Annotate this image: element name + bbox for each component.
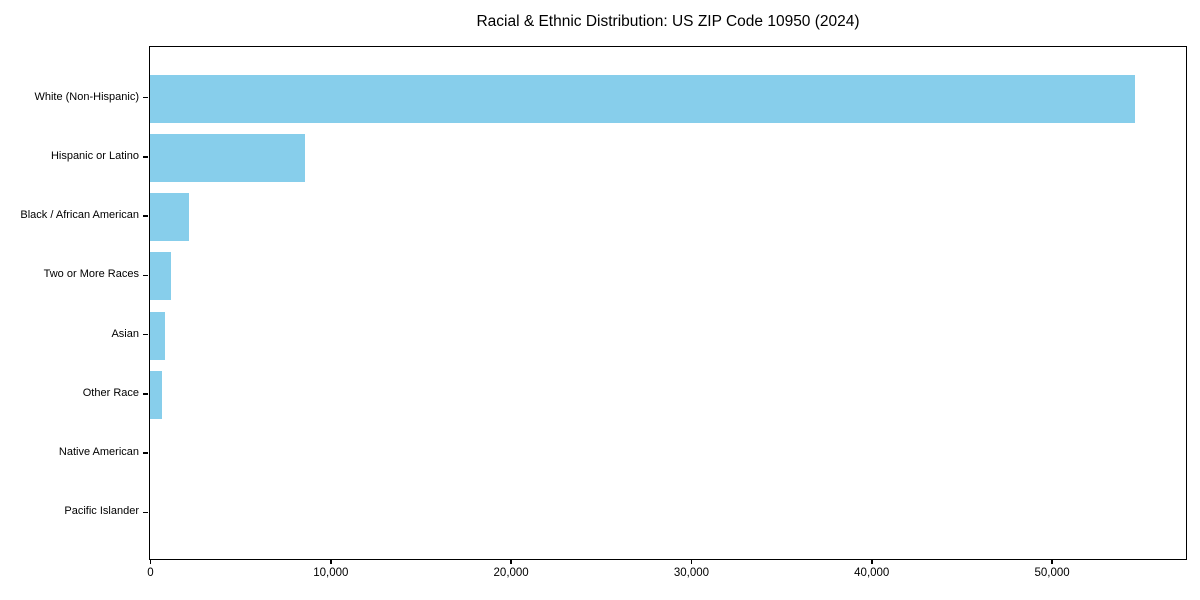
y-tick-label: Native American <box>58 446 139 459</box>
y-tick-mark <box>143 452 148 454</box>
y-tick-label: Pacific Islander <box>64 505 139 518</box>
bar <box>150 252 171 301</box>
x-tick-mark <box>149 559 152 564</box>
x-tick-label: 10,000 <box>313 567 349 579</box>
y-tick-mark <box>143 393 148 395</box>
x-tick-label: 20,000 <box>493 567 529 579</box>
x-tick-mark <box>1051 559 1053 564</box>
y-tick-label: Other Race <box>82 386 139 399</box>
x-tick-mark <box>330 559 332 564</box>
y-tick-mark <box>143 156 148 158</box>
chart-title: Racial & Ethnic Distribution: US ZIP Cod… <box>476 13 860 30</box>
bar <box>150 311 165 360</box>
y-tick-mark <box>143 96 148 99</box>
x-tick-mark <box>690 559 693 564</box>
bar <box>150 193 189 242</box>
y-tick-label: Black / African American <box>20 209 139 222</box>
y-tick-label: Hispanic or Latino <box>50 149 139 162</box>
y-tick-label: Two or More Races <box>43 268 139 281</box>
x-tick-label: 30,000 <box>673 567 710 579</box>
x-tick-label: 0 <box>147 567 154 579</box>
y-tick-mark <box>143 511 148 514</box>
bar <box>150 370 162 419</box>
y-tick-mark <box>143 215 148 217</box>
bar <box>150 74 1135 123</box>
plot-area <box>149 46 1187 560</box>
bar <box>150 133 306 182</box>
y-tick-mark <box>143 274 148 277</box>
x-tick-label: 50,000 <box>1034 567 1070 579</box>
x-tick-label: 40,000 <box>854 567 890 579</box>
y-tick-mark <box>143 333 148 336</box>
y-tick-label: Asian <box>111 327 139 340</box>
x-tick-mark <box>871 559 873 564</box>
y-tick-label: White (Non-Hispanic) <box>34 90 139 103</box>
x-tick-mark <box>510 559 512 564</box>
